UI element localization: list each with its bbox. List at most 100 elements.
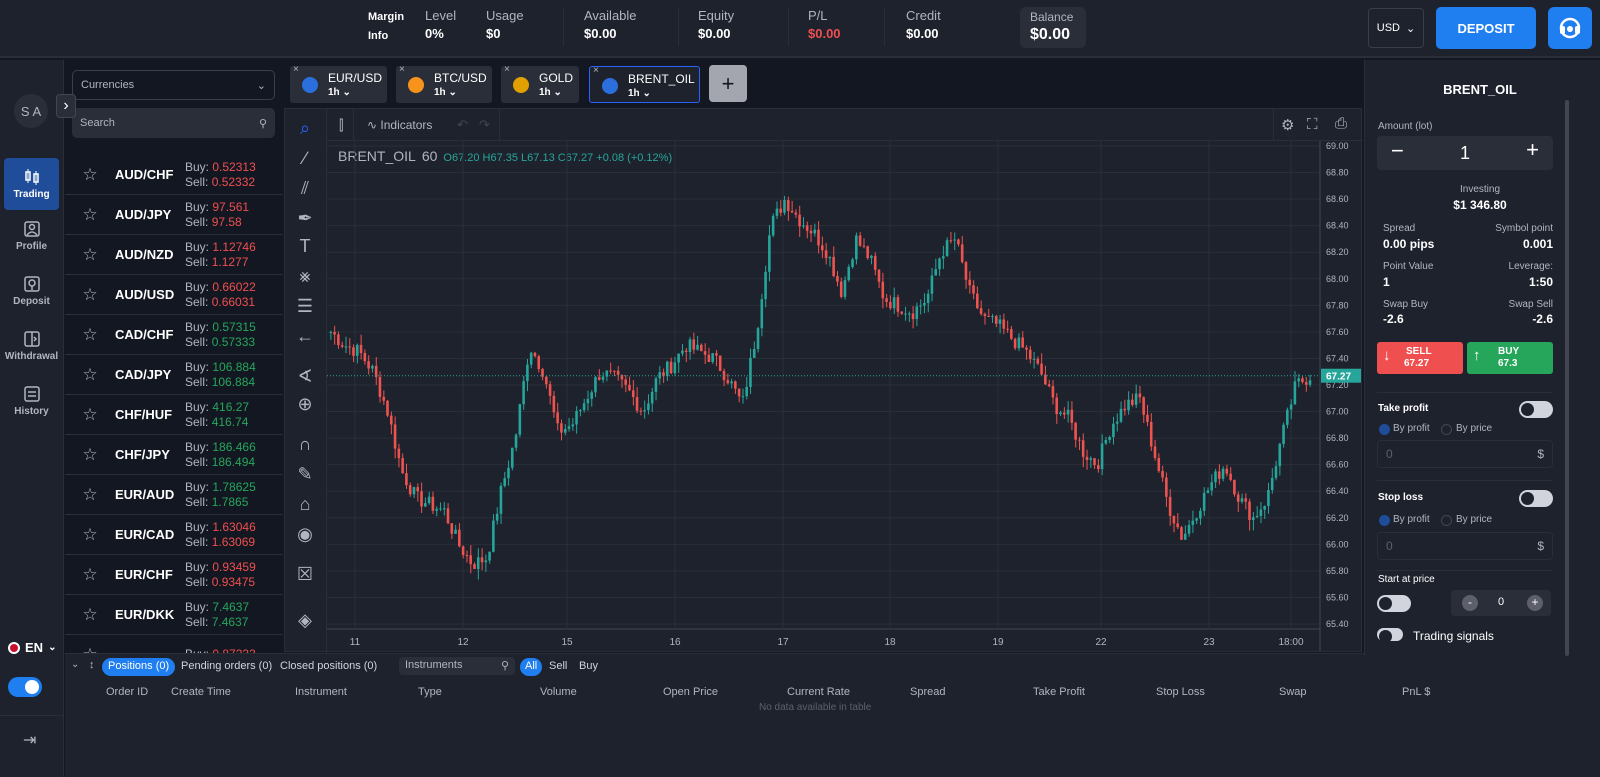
candle-type-icon[interactable]: ⫿	[339, 117, 344, 133]
buy-button[interactable]: ↑ BUY 67.3	[1467, 342, 1553, 374]
undo-icon[interactable]: ↶	[457, 117, 468, 132]
unlock-icon[interactable]: ⌂	[299, 494, 311, 514]
lock-drawing-icon[interactable]: ✎	[297, 464, 313, 484]
star-icon[interactable]: ☆	[82, 644, 98, 657]
symbol-row[interactable]: ☆ CHF/JPY Buy: 186.466 Sell: 186.494	[65, 435, 283, 475]
settings-icon[interactable]: ⚙	[1281, 117, 1295, 134]
star-icon[interactable]: ☆	[82, 244, 98, 264]
column-header[interactable]: Volume	[540, 686, 577, 698]
column-header[interactable]: Take Profit	[1033, 686, 1085, 698]
nav-item-profile[interactable]: Profile	[4, 210, 59, 262]
star-icon[interactable]: ☆	[82, 444, 98, 464]
currency-select[interactable]: USD ⌄	[1368, 8, 1424, 48]
star-icon[interactable]: ☆	[82, 364, 98, 384]
symbol-row[interactable]: ☆ AUD/NZD Buy: 1.12746 Sell: 1.1277	[65, 235, 283, 275]
resize-icon[interactable]: ↕	[89, 659, 95, 671]
trend-line-icon[interactable]: ∕	[303, 148, 307, 168]
star-icon[interactable]: ☆	[82, 324, 98, 344]
nav-item-withdrawal[interactable]: Withdrawal	[4, 320, 59, 372]
brush-icon[interactable]: ✒	[297, 208, 313, 228]
plus-button[interactable]: +	[1527, 595, 1543, 611]
expand-panel-button[interactable]: ›	[56, 94, 76, 118]
minus-button[interactable]: -	[1462, 595, 1478, 611]
pitchfork-icon[interactable]: ⫽	[300, 178, 310, 198]
star-icon[interactable]: ☆	[82, 524, 98, 544]
column-header[interactable]: Swap	[1279, 686, 1307, 698]
magnet-icon[interactable]: ∩	[298, 434, 312, 454]
logout-icon[interactable]: ⇥	[23, 732, 37, 749]
layers-icon[interactable]: ◈	[298, 610, 312, 630]
close-icon[interactable]: ×	[504, 64, 510, 75]
pattern-icon[interactable]: ⨳	[299, 266, 311, 286]
symbol-row[interactable]: ☆ CAD/CHF Buy: 0.57315 Sell: 0.57333	[65, 315, 283, 355]
add-tab-button[interactable]: +	[709, 65, 747, 102]
column-header[interactable]: Stop Loss	[1156, 686, 1205, 698]
nav-item-history[interactable]: History	[4, 375, 59, 427]
symbol-row[interactable]: ☆ CHF/HUF Buy: 416.27 Sell: 416.74	[65, 395, 283, 435]
language-select[interactable]: EN ⌄	[8, 640, 56, 655]
filter-sell[interactable]: Sell	[549, 660, 568, 672]
stop-loss-toggle[interactable]	[1519, 490, 1553, 507]
close-icon[interactable]: ×	[399, 64, 405, 75]
sell-button[interactable]: ↓ SELL 67.27	[1377, 342, 1463, 374]
stop-loss-input[interactable]: 0 $	[1377, 532, 1553, 560]
symbol-row[interactable]: ☆ CAD/JPY Buy: 106.884 Sell: 106.884	[65, 355, 283, 395]
star-icon[interactable]: ☆	[82, 284, 98, 304]
chart-tab[interactable]: × GOLD 1h ⌄	[501, 64, 579, 103]
deposit-button[interactable]: DEPOSIT	[1436, 7, 1536, 49]
tab-pending-orders[interactable]: Pending orders (0)	[181, 660, 273, 672]
candlestick-chart[interactable]: 69.00 68.80 68.60 68.40 68.20 68.00 67.80 67.60…	[327, 141, 1362, 651]
symbol-row[interactable]: ☆ AUD/USD Buy: 0.66022 Sell: 0.66031	[65, 275, 283, 315]
tab-positions[interactable]: Positions (0)	[102, 658, 176, 676]
star-icon[interactable]: ☆	[82, 164, 98, 184]
camera-icon[interactable]: ⎙	[1335, 115, 1348, 132]
sl-by-price-radio[interactable]	[1441, 515, 1452, 526]
instruments-filter-input[interactable]: Instruments ⚲	[399, 657, 515, 675]
column-header[interactable]: PnL $	[1402, 686, 1431, 698]
chart-tab[interactable]: × EUR/USD 1h ⌄	[290, 64, 387, 103]
tp-by-profit-radio[interactable]	[1379, 424, 1390, 435]
ruler-icon[interactable]: ∢	[297, 366, 313, 386]
theme-toggle[interactable]	[8, 677, 42, 697]
collapse-icon[interactable]: ⌄	[71, 659, 80, 670]
star-icon[interactable]: ☆	[82, 604, 98, 624]
symbol-row[interactable]: ☆ EUR/AUD Buy: 1.78625 Sell: 1.7865	[65, 475, 283, 515]
chart-tab[interactable]: × BRENT_OIL 1h ⌄	[589, 65, 700, 103]
tp-by-price-radio[interactable]	[1441, 424, 1452, 435]
symbol-row[interactable]: ☆ EUR/CAD Buy: 1.63046 Sell: 1.63069	[65, 515, 283, 555]
minus-button[interactable]: −	[1391, 138, 1404, 163]
fib-icon[interactable]: ☰	[296, 296, 314, 316]
scrollbar[interactable]	[1565, 100, 1569, 656]
symbol-row[interactable]: ☆ AUD/JPY Buy: 97.561 Sell: 97.58	[65, 195, 283, 235]
filter-all[interactable]: All	[520, 658, 543, 676]
start-at-price-toggle[interactable]	[1377, 595, 1411, 612]
symbol-row[interactable]: ☆ AUD/CHF Buy: 0.52313 Sell: 0.52332	[65, 155, 283, 195]
column-header[interactable]: Open Price	[663, 686, 719, 698]
symbol-row[interactable]: ☆ Buy: 0.87233	[65, 635, 283, 657]
eye-icon[interactable]: ◉	[297, 524, 313, 544]
column-header[interactable]: Current Rate	[787, 686, 850, 698]
close-icon[interactable]: ×	[293, 64, 299, 75]
nav-item-trading[interactable]: Trading	[4, 158, 59, 210]
take-profit-input[interactable]: 0 $	[1377, 440, 1553, 468]
start-price-stepper[interactable]: - 0 +	[1451, 590, 1551, 616]
column-header[interactable]: Create Time	[171, 686, 231, 698]
redo-icon[interactable]: ↷	[479, 117, 490, 132]
arrow-left-icon[interactable]: ←	[296, 326, 314, 346]
nav-item-deposit[interactable]: Deposit	[4, 265, 59, 317]
take-profit-toggle[interactable]	[1519, 401, 1553, 418]
symbol-search-input[interactable]: Search ⚲	[72, 108, 275, 138]
chart-tab[interactable]: × BTC/USD 1h ⌄	[396, 64, 492, 103]
column-header[interactable]: Order ID	[106, 686, 149, 698]
column-header[interactable]: Instrument	[295, 686, 347, 698]
trading-signals-toggle[interactable]	[1377, 628, 1403, 643]
close-icon[interactable]: ×	[593, 65, 599, 76]
symbol-row[interactable]: ☆ EUR/DKK Buy: 7.4637 Sell: 7.4637	[65, 595, 283, 635]
fullscreen-icon[interactable]: ⛶	[1307, 116, 1318, 133]
crosshair-icon[interactable]: ⌕	[299, 118, 311, 138]
indicators-button[interactable]: ∿ Indicators	[367, 118, 432, 132]
trash-icon[interactable]: ☒	[296, 564, 314, 584]
star-icon[interactable]: ☆	[82, 484, 98, 504]
sl-by-profit-radio[interactable]	[1379, 515, 1390, 526]
amount-stepper[interactable]: − 1 +	[1377, 136, 1553, 170]
